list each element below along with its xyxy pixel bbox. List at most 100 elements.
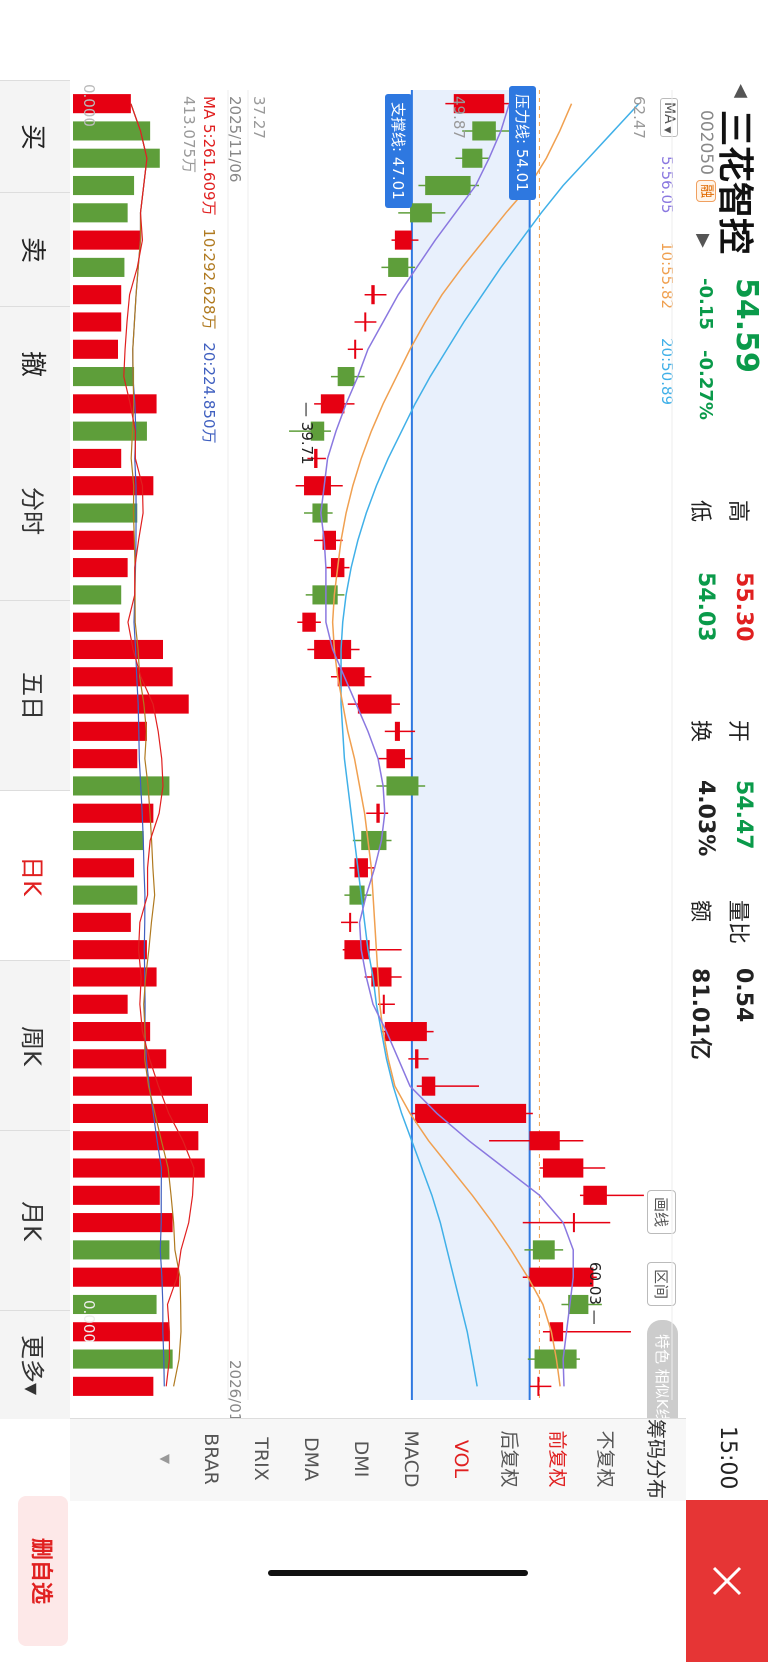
volume-bar (73, 1022, 151, 1042)
high-price-value: 60.03 (586, 1262, 604, 1305)
tab-more[interactable]: 更多▾ (0, 1310, 70, 1419)
candle-body (462, 148, 483, 168)
candle-body (304, 476, 331, 496)
ma20-line (340, 103, 640, 1387)
trix-indicator-option[interactable]: TRIX (250, 1437, 272, 1481)
y-axis-top-label: 62.47 (630, 96, 648, 139)
resistance-line-label[interactable]: 压力线: 54.01 (509, 86, 536, 200)
volume-bar (73, 448, 122, 468)
vol-ma20: 20:224.850万 (200, 342, 218, 444)
candle-body (415, 1049, 419, 1069)
volume-bar (73, 1103, 208, 1123)
candle-body (425, 175, 471, 196)
volume-bar (72, 885, 138, 905)
tab-daily-k[interactable]: 日K (0, 790, 70, 961)
volume-bar (73, 1240, 170, 1260)
candle-body (529, 1131, 560, 1151)
volume-bar (73, 121, 151, 141)
forward-adjust-option[interactable]: 前复权 (546, 1430, 568, 1488)
vol-ma5-line (123, 103, 195, 1387)
low-price-value: 39.71 (298, 421, 316, 465)
candle-body (376, 803, 380, 823)
vol-ma10: 10:292.628万 (200, 228, 218, 330)
candle-body (384, 1022, 427, 1042)
volume-bar (72, 1131, 199, 1151)
candle-body (549, 1322, 564, 1342)
volume-bar (73, 558, 128, 578)
candle-body (568, 1294, 589, 1315)
candle-body (386, 749, 405, 769)
home-indicator (268, 1570, 528, 1576)
low-price-marker: — 39.71 (298, 402, 316, 465)
volume-bar (72, 1376, 154, 1396)
volume-bar (72, 912, 131, 932)
volume-bar (73, 203, 128, 223)
volume-zero-label-right: 0.000 (80, 1300, 98, 1343)
chip-distribution-button[interactable]: 筹码分布 (644, 1419, 668, 1499)
volume-bar (73, 830, 144, 851)
sell-button[interactable]: 卖 (0, 192, 70, 307)
volume-bar (73, 694, 189, 714)
candle-body (314, 448, 318, 468)
dma-indicator-option[interactable]: DMA (300, 1436, 322, 1482)
candle-body (532, 1240, 555, 1260)
candle-body (410, 203, 432, 223)
volume-bar (72, 967, 157, 987)
buy-button[interactable]: 买 (0, 80, 70, 193)
volume-bar (72, 503, 138, 523)
candle-body (394, 721, 400, 741)
candle-body (337, 667, 365, 687)
brar-indicator-option[interactable]: BRAR (200, 1433, 222, 1485)
volume-ma-legend: MA 5:261.609万 10:292.628万 20:224.850万 (199, 96, 220, 444)
volume-bar (72, 1185, 160, 1205)
vol-indicator-option[interactable]: VOL (450, 1439, 472, 1479)
candle-body (529, 1267, 594, 1287)
date-start-label: 2025/11/06 (226, 96, 244, 183)
candle-body (357, 694, 392, 714)
volume-bar (72, 749, 138, 769)
candle-body (534, 1349, 577, 1369)
candle-body (537, 1376, 540, 1396)
macd-indicator-option[interactable]: MACD (400, 1430, 422, 1488)
volume-bar (72, 1294, 157, 1315)
volume-bar (72, 367, 135, 387)
candle-body (349, 912, 352, 932)
tab-weekly-k[interactable]: 周K (0, 960, 70, 1131)
candle-body (386, 776, 419, 796)
candle-body (371, 285, 375, 305)
candle-body (415, 1103, 527, 1123)
volume-bar (73, 721, 147, 741)
tab-five-day[interactable]: 五日 (0, 600, 70, 791)
candle-body (312, 503, 328, 523)
candle-body (542, 1158, 584, 1178)
high-price-marker: 60.03 — (586, 1262, 604, 1325)
ma10-line (331, 103, 573, 1387)
delete-watchlist-button[interactable]: 删自选 (18, 1496, 68, 1646)
volume-bar (73, 421, 147, 441)
ma5-line (320, 103, 574, 1387)
volume-bar (72, 803, 154, 823)
candle-body (421, 1076, 436, 1096)
support-line-label[interactable]: 支撑线: 47.01 (385, 94, 412, 208)
vol-ma10-line (130, 103, 182, 1387)
volume-bar (72, 530, 135, 550)
close-button[interactable] (686, 1500, 768, 1662)
tab-intraday[interactable]: 分时 (0, 420, 70, 601)
candle-body (354, 339, 357, 359)
more-indicators-arrow-icon[interactable]: ▼ (157, 1454, 172, 1464)
volume-bar (73, 1349, 173, 1369)
no-adjust-option[interactable]: 不复权 (594, 1430, 616, 1488)
volume-bar (72, 394, 157, 414)
dmi-indicator-option[interactable]: DMI (350, 1440, 372, 1478)
volume-bar (73, 285, 122, 305)
volume-bar (73, 639, 163, 660)
kline-chart[interactable] (70, 0, 768, 1662)
volume-bar (73, 994, 128, 1014)
cancel-order-button[interactable]: 撤 (0, 306, 70, 421)
backward-adjust-option[interactable]: 后复权 (498, 1430, 520, 1488)
volume-bar (72, 148, 160, 168)
volume-bar (73, 1322, 170, 1342)
volume-bar (73, 230, 141, 250)
tab-monthly-k[interactable]: 月K (0, 1130, 70, 1311)
